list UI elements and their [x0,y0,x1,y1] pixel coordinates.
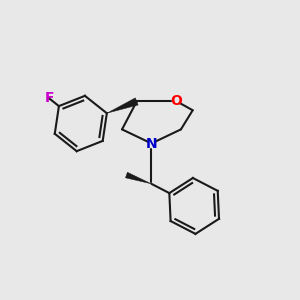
Text: O: O [171,94,182,108]
Text: N: N [146,137,157,151]
Text: F: F [44,92,54,105]
Polygon shape [107,98,138,113]
Polygon shape [125,172,152,184]
